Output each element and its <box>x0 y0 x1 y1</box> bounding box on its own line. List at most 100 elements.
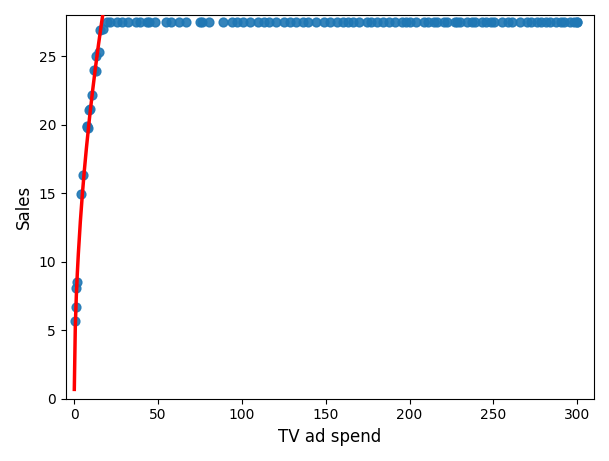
Point <box>572 18 582 25</box>
Point <box>541 18 551 25</box>
Point <box>338 18 348 25</box>
Point <box>98 25 108 32</box>
Point <box>303 18 313 25</box>
Point <box>362 18 372 25</box>
Point <box>233 18 242 25</box>
Point <box>132 18 141 25</box>
Point <box>536 18 546 25</box>
Point <box>489 18 499 25</box>
Point <box>522 18 532 25</box>
Point <box>455 18 465 25</box>
Point <box>87 92 97 99</box>
Point <box>91 67 100 75</box>
Point <box>384 18 394 25</box>
Point <box>123 18 133 25</box>
Point <box>72 278 82 285</box>
Point <box>477 18 487 25</box>
Y-axis label: Sales: Sales <box>15 185 33 229</box>
Point <box>71 317 80 325</box>
Point <box>82 123 91 130</box>
Point <box>84 106 94 114</box>
Point <box>552 18 561 25</box>
Point <box>526 18 536 25</box>
Point <box>82 124 92 131</box>
Point <box>245 18 255 25</box>
Point <box>181 18 191 25</box>
Point <box>565 18 575 25</box>
Point <box>532 18 542 25</box>
Point <box>401 18 410 25</box>
Point <box>253 18 263 25</box>
Point <box>204 18 214 25</box>
Point <box>166 18 175 25</box>
Point <box>272 18 281 25</box>
Point <box>102 18 112 25</box>
Point <box>79 171 88 179</box>
Point <box>332 18 342 25</box>
Point <box>311 18 321 25</box>
Point <box>96 27 105 34</box>
Point <box>452 18 462 25</box>
Point <box>197 18 207 25</box>
Point <box>319 18 329 25</box>
Point <box>515 18 524 25</box>
Point <box>560 18 569 25</box>
Point <box>390 18 400 25</box>
Point <box>142 18 152 25</box>
Point <box>227 18 236 25</box>
Point <box>91 53 101 60</box>
Point <box>423 18 432 25</box>
Point <box>463 18 473 25</box>
Point <box>354 18 364 25</box>
Point <box>298 18 308 25</box>
Point <box>419 18 429 25</box>
Point <box>378 18 388 25</box>
Point <box>174 18 183 25</box>
Point <box>348 18 358 25</box>
Point <box>468 18 477 25</box>
Point <box>569 18 579 25</box>
Point <box>144 18 154 25</box>
Point <box>117 18 127 25</box>
Point <box>218 18 228 25</box>
Point <box>325 18 334 25</box>
Point <box>373 18 382 25</box>
Point <box>72 285 82 292</box>
Point <box>412 18 421 25</box>
Point <box>292 18 301 25</box>
Point <box>85 106 94 113</box>
Point <box>438 18 448 25</box>
Point <box>397 18 407 25</box>
Point <box>572 18 582 25</box>
Point <box>105 18 114 25</box>
Point <box>503 18 513 25</box>
Point <box>279 18 289 25</box>
Point <box>450 18 460 25</box>
Point <box>471 18 481 25</box>
Point <box>285 18 295 25</box>
Point <box>486 18 496 25</box>
Point <box>544 18 554 25</box>
Point <box>195 18 205 25</box>
Point <box>481 18 491 25</box>
Point <box>259 18 269 25</box>
Point <box>89 67 99 74</box>
Point <box>556 18 566 25</box>
Point <box>432 18 442 25</box>
Point <box>161 18 171 25</box>
Point <box>442 18 452 25</box>
Point <box>135 18 145 25</box>
Point <box>76 190 86 197</box>
Point <box>498 18 507 25</box>
Point <box>112 18 122 25</box>
Point <box>264 18 273 25</box>
Point <box>150 18 160 25</box>
Point <box>71 303 81 311</box>
Point <box>507 18 517 25</box>
Point <box>343 18 353 25</box>
Point <box>83 124 93 132</box>
Point <box>429 18 438 25</box>
Point <box>94 49 104 56</box>
Point <box>238 18 247 25</box>
Point <box>367 18 376 25</box>
